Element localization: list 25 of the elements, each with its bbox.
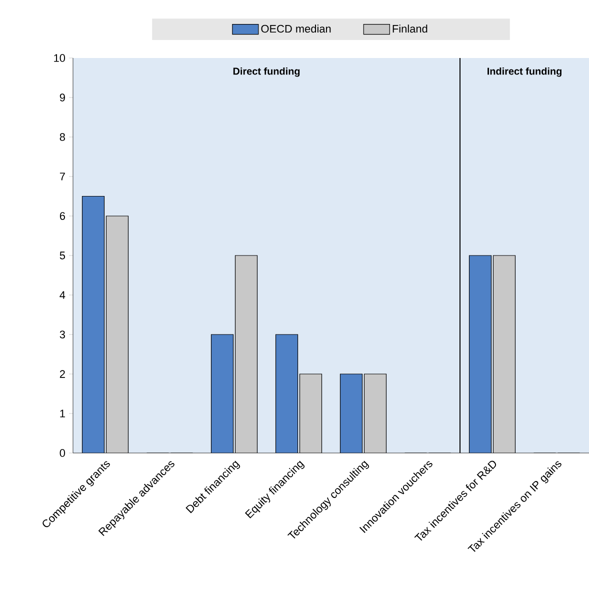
bar: [493, 255, 516, 453]
legend-label: Finland: [392, 24, 428, 33]
y-tick-label: 5: [60, 252, 66, 260]
y-tick-label: 1: [60, 410, 65, 418]
y-tick-label: 3: [60, 330, 65, 338]
bar: [276, 334, 298, 453]
y-tick-label: 6: [60, 212, 65, 220]
y-tick-label: 8: [60, 133, 65, 141]
bar: [340, 374, 362, 453]
bar: [211, 334, 234, 453]
bar: [300, 374, 322, 453]
y-tick-label: 10: [54, 54, 66, 62]
bar: [235, 255, 258, 453]
bar: [469, 255, 492, 453]
y-tick-label: 9: [60, 94, 65, 102]
bar: [106, 216, 128, 453]
legend-label: OECD median: [261, 24, 331, 33]
y-tick-label: 0: [60, 449, 66, 457]
annotation: Direct funding: [233, 67, 300, 77]
bar: [82, 196, 104, 453]
bar: [364, 374, 386, 453]
y-tick-label: 7: [60, 172, 65, 180]
y-tick-label: 4: [60, 291, 66, 299]
y-tick-label: 2: [60, 370, 65, 378]
annotation: Indirect funding: [488, 67, 562, 77]
